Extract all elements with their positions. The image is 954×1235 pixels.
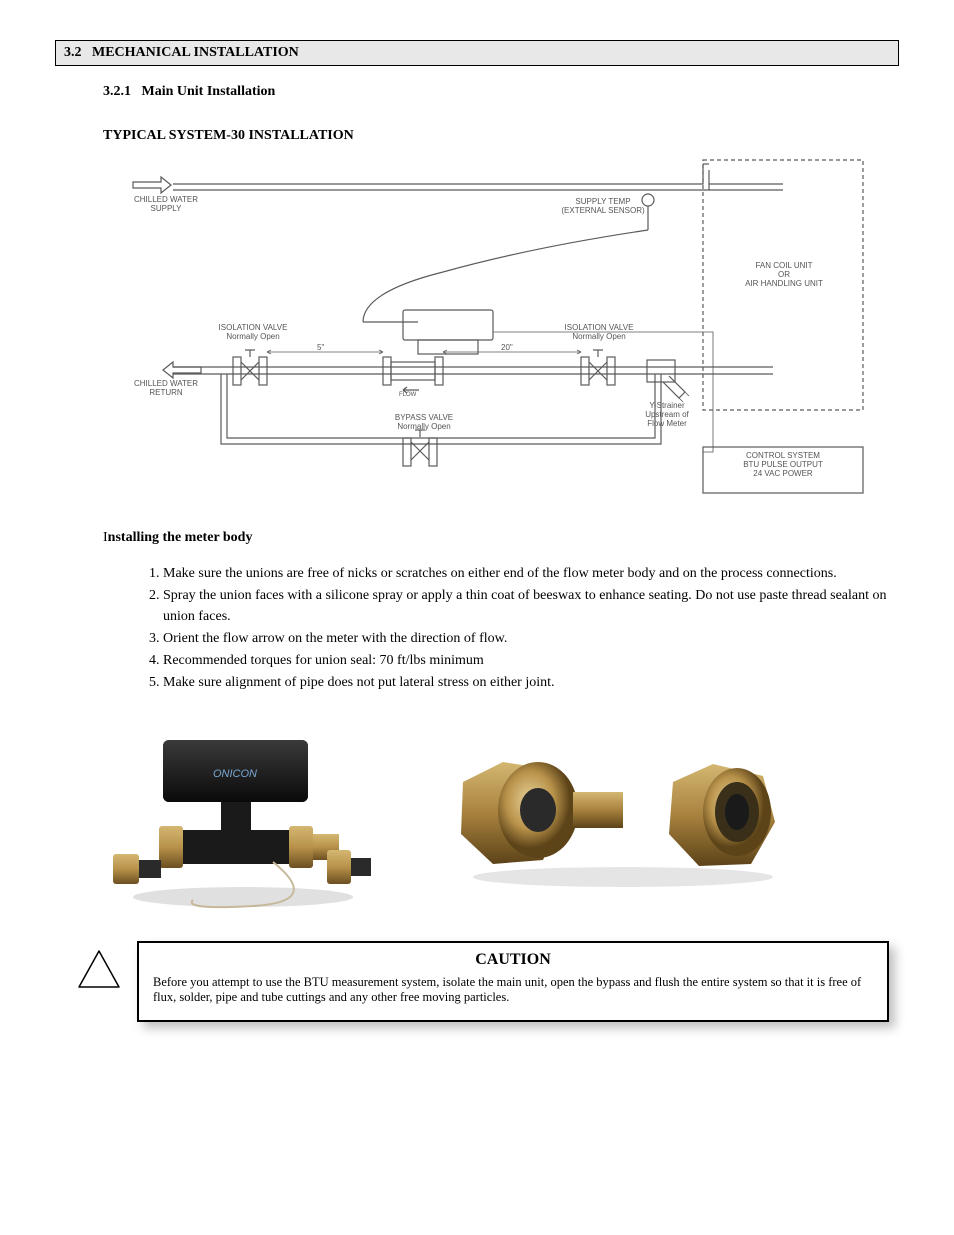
step-item: Orient the flow arrow on the meter with …	[163, 629, 899, 649]
label-flow: FLOW	[399, 392, 416, 399]
installation-heading: TYPICAL SYSTEM-30 INSTALLATION	[103, 128, 899, 144]
label-20in: 20"	[501, 344, 513, 353]
installation-steps: Make sure the unions are free of nicks o…	[145, 564, 899, 694]
label-chilled-supply: CHILLED WATERSUPPLY	[121, 196, 211, 214]
label-fcu: FAN COIL UNITORAIR HANDLING UNIT	[719, 262, 849, 288]
section-number: 3.2	[64, 45, 82, 60]
caution-box: CAUTION Before you attempt to use the BT…	[137, 941, 889, 1022]
section-title: MECHANICAL INSTALLATION	[92, 45, 299, 60]
installation-diagram: CHILLED WATERSUPPLY SUPPLY TEMP(EXTERNAL…	[103, 152, 889, 512]
meter-body-heading: Installing the meter body	[103, 530, 899, 546]
subsection-heading: 3.2.1 Main Unit Installation	[103, 84, 899, 100]
step-item: Make sure alignment of pipe does not put…	[163, 673, 899, 693]
union-photo	[443, 742, 803, 897]
caution-title: CAUTION	[153, 951, 873, 969]
subsection-number: 3.2.1	[103, 84, 131, 99]
label-bypass: BYPASS VALVENormally Open	[379, 414, 469, 432]
label-iso-right: ISOLATION VALVENormally Open	[549, 324, 649, 342]
warning-triangle-icon	[75, 947, 123, 991]
label-5in: 5"	[317, 344, 324, 353]
product-photo-row: ONICON	[103, 722, 899, 917]
caution-row: CAUTION Before you attempt to use the BT…	[75, 941, 899, 1022]
label-ystrainer: Y-StrainerUpstream ofFlow Meter	[627, 402, 707, 428]
label-iso-left: ISOLATION VALVENormally Open	[203, 324, 303, 342]
step-item: Recommended torques for union seal: 70 f…	[163, 651, 899, 671]
heading-rest: nstalling the meter body	[108, 530, 253, 545]
step-item: Spray the union faces with a silicone sp…	[163, 586, 899, 627]
caution-text: Before you attempt to use the BTU measur…	[153, 975, 873, 1006]
meter-brand-text: ONICON	[213, 768, 257, 780]
meter-photo: ONICON	[103, 722, 383, 917]
step-item: Make sure the unions are free of nicks o…	[163, 564, 899, 584]
label-control: CONTROL SYSTEMBTU PULSE OUTPUT24 VAC POW…	[711, 452, 855, 478]
section-header: 3.2 MECHANICAL INSTALLATION	[55, 40, 899, 66]
label-chilled-return: CHILLED WATERRETURN	[121, 380, 211, 398]
subsection-title: Main Unit Installation	[142, 84, 276, 99]
label-supply-temp: SUPPLY TEMP(EXTERNAL SENSOR)	[543, 198, 663, 216]
